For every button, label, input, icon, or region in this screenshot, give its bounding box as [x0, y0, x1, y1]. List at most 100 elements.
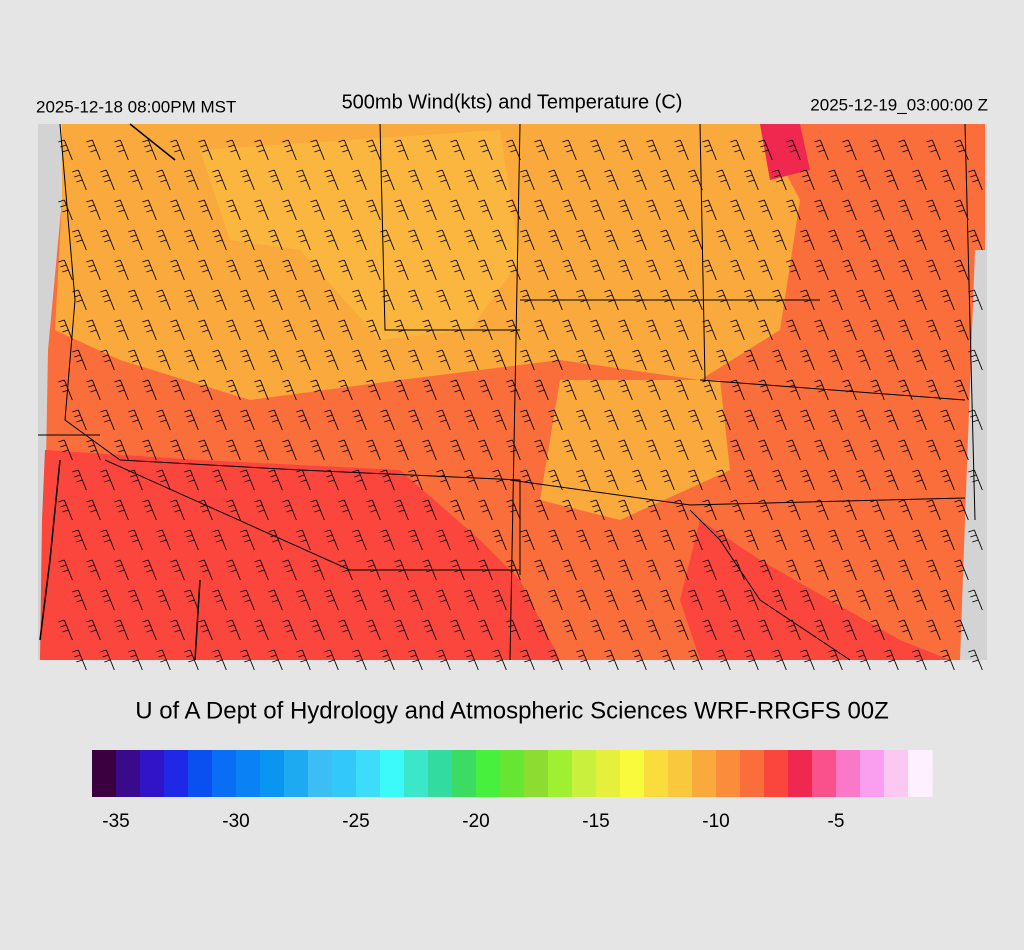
- wind-barb: [366, 619, 381, 641]
- wind-barb: [520, 229, 535, 251]
- wind-barb: [58, 259, 73, 281]
- wind-barb: [156, 289, 171, 311]
- wind-barb: [716, 529, 731, 551]
- wind-barb: [646, 559, 661, 581]
- wind-barb: [870, 319, 885, 341]
- wind-barb: [338, 139, 353, 161]
- wind-barb: [100, 649, 115, 671]
- wind-barb: [310, 559, 325, 581]
- wind-barb: [786, 319, 801, 341]
- wind-barb: [688, 229, 703, 251]
- wind-barb: [408, 649, 423, 671]
- wind-barb: [772, 469, 787, 491]
- wind-barb: [870, 439, 885, 461]
- wind-barb: [72, 289, 87, 311]
- wind-barb: [366, 319, 381, 341]
- wind-barb: [632, 469, 647, 491]
- wind-barb: [86, 619, 101, 641]
- wind-barb: [744, 529, 759, 551]
- wind-barb: [716, 469, 731, 491]
- valid-utc: 2025-12-19_03:00:00 Z: [810, 95, 988, 114]
- wind-barb: [898, 559, 913, 581]
- wind-barb: [240, 589, 255, 611]
- wind-barb: [464, 649, 479, 671]
- wind-barb: [646, 199, 661, 221]
- wind-barb: [576, 589, 591, 611]
- wind-barb: [618, 139, 633, 161]
- wind-barb: [604, 649, 619, 671]
- wind-barb: [184, 169, 199, 191]
- wind-barb: [72, 349, 87, 371]
- wind-barb: [604, 469, 619, 491]
- wind-barb: [912, 229, 927, 251]
- wind-barb: [86, 259, 101, 281]
- wind-barb: [170, 439, 185, 461]
- wind-barb: [254, 319, 269, 341]
- wind-barb: [254, 139, 269, 161]
- wind-barb: [926, 379, 941, 401]
- wind-barb: [856, 409, 871, 431]
- wind-barb: [324, 349, 339, 371]
- wind-barb: [954, 319, 969, 341]
- wind-barb: [786, 619, 801, 641]
- wind-barb: [72, 229, 87, 251]
- colorbar-tick-label: -30: [222, 811, 249, 832]
- colorbar-bin: [116, 750, 141, 797]
- wind-barb: [394, 499, 409, 521]
- wind-barb: [506, 439, 521, 461]
- wind-barb: [254, 439, 269, 461]
- wind-barb: [394, 439, 409, 461]
- wind-barb: [898, 139, 913, 161]
- wind-barb: [450, 499, 465, 521]
- wind-barb: [58, 439, 73, 461]
- wind-barb: [590, 259, 605, 281]
- wind-barb: [968, 409, 983, 431]
- wind-barb: [548, 169, 563, 191]
- wind-barb: [170, 139, 185, 161]
- wind-barb: [688, 289, 703, 311]
- wind-barb: [842, 499, 857, 521]
- wind-barb: [660, 409, 675, 431]
- wind-barb: [520, 649, 535, 671]
- wind-barb: [254, 619, 269, 641]
- wind-barb: [814, 379, 829, 401]
- wind-barb: [870, 499, 885, 521]
- wind-barb: [926, 619, 941, 641]
- wind-barb: [604, 289, 619, 311]
- wind-barb: [268, 169, 283, 191]
- wind-barb: [674, 379, 689, 401]
- wind-barb: [72, 649, 87, 671]
- colorbar: -35 -30 -25 -20 -15 -10 -5: [92, 750, 933, 832]
- wind-barb: [744, 409, 759, 431]
- wind-barb: [394, 319, 409, 341]
- wind-barb: [842, 139, 857, 161]
- wind-barb: [422, 439, 437, 461]
- wind-barb: [702, 319, 717, 341]
- wind-barb: [338, 379, 353, 401]
- wind-barb: [548, 229, 563, 251]
- wind-barb: [534, 259, 549, 281]
- wind-barb: [688, 409, 703, 431]
- wind-barb: [786, 259, 801, 281]
- temp-field: [40, 450, 560, 660]
- wind-barb: [86, 319, 101, 341]
- wind-barb: [100, 409, 115, 431]
- wind-barb: [702, 199, 717, 221]
- wind-barb: [506, 379, 521, 401]
- wind-barb: [814, 199, 829, 221]
- wind-barb: [870, 619, 885, 641]
- wind-barb: [548, 469, 563, 491]
- wind-barb: [100, 229, 115, 251]
- wind-barb: [184, 589, 199, 611]
- wind-barb: [324, 409, 339, 431]
- wind-barb: [408, 529, 423, 551]
- wind-barb: [828, 289, 843, 311]
- wind-barb: [338, 259, 353, 281]
- wind-barb: [898, 199, 913, 221]
- wind-barb: [142, 559, 157, 581]
- map: [38, 123, 987, 671]
- wind-barb: [688, 469, 703, 491]
- colorbar-bin: [380, 750, 405, 797]
- wind-barb: [394, 199, 409, 221]
- wind-barb: [926, 199, 941, 221]
